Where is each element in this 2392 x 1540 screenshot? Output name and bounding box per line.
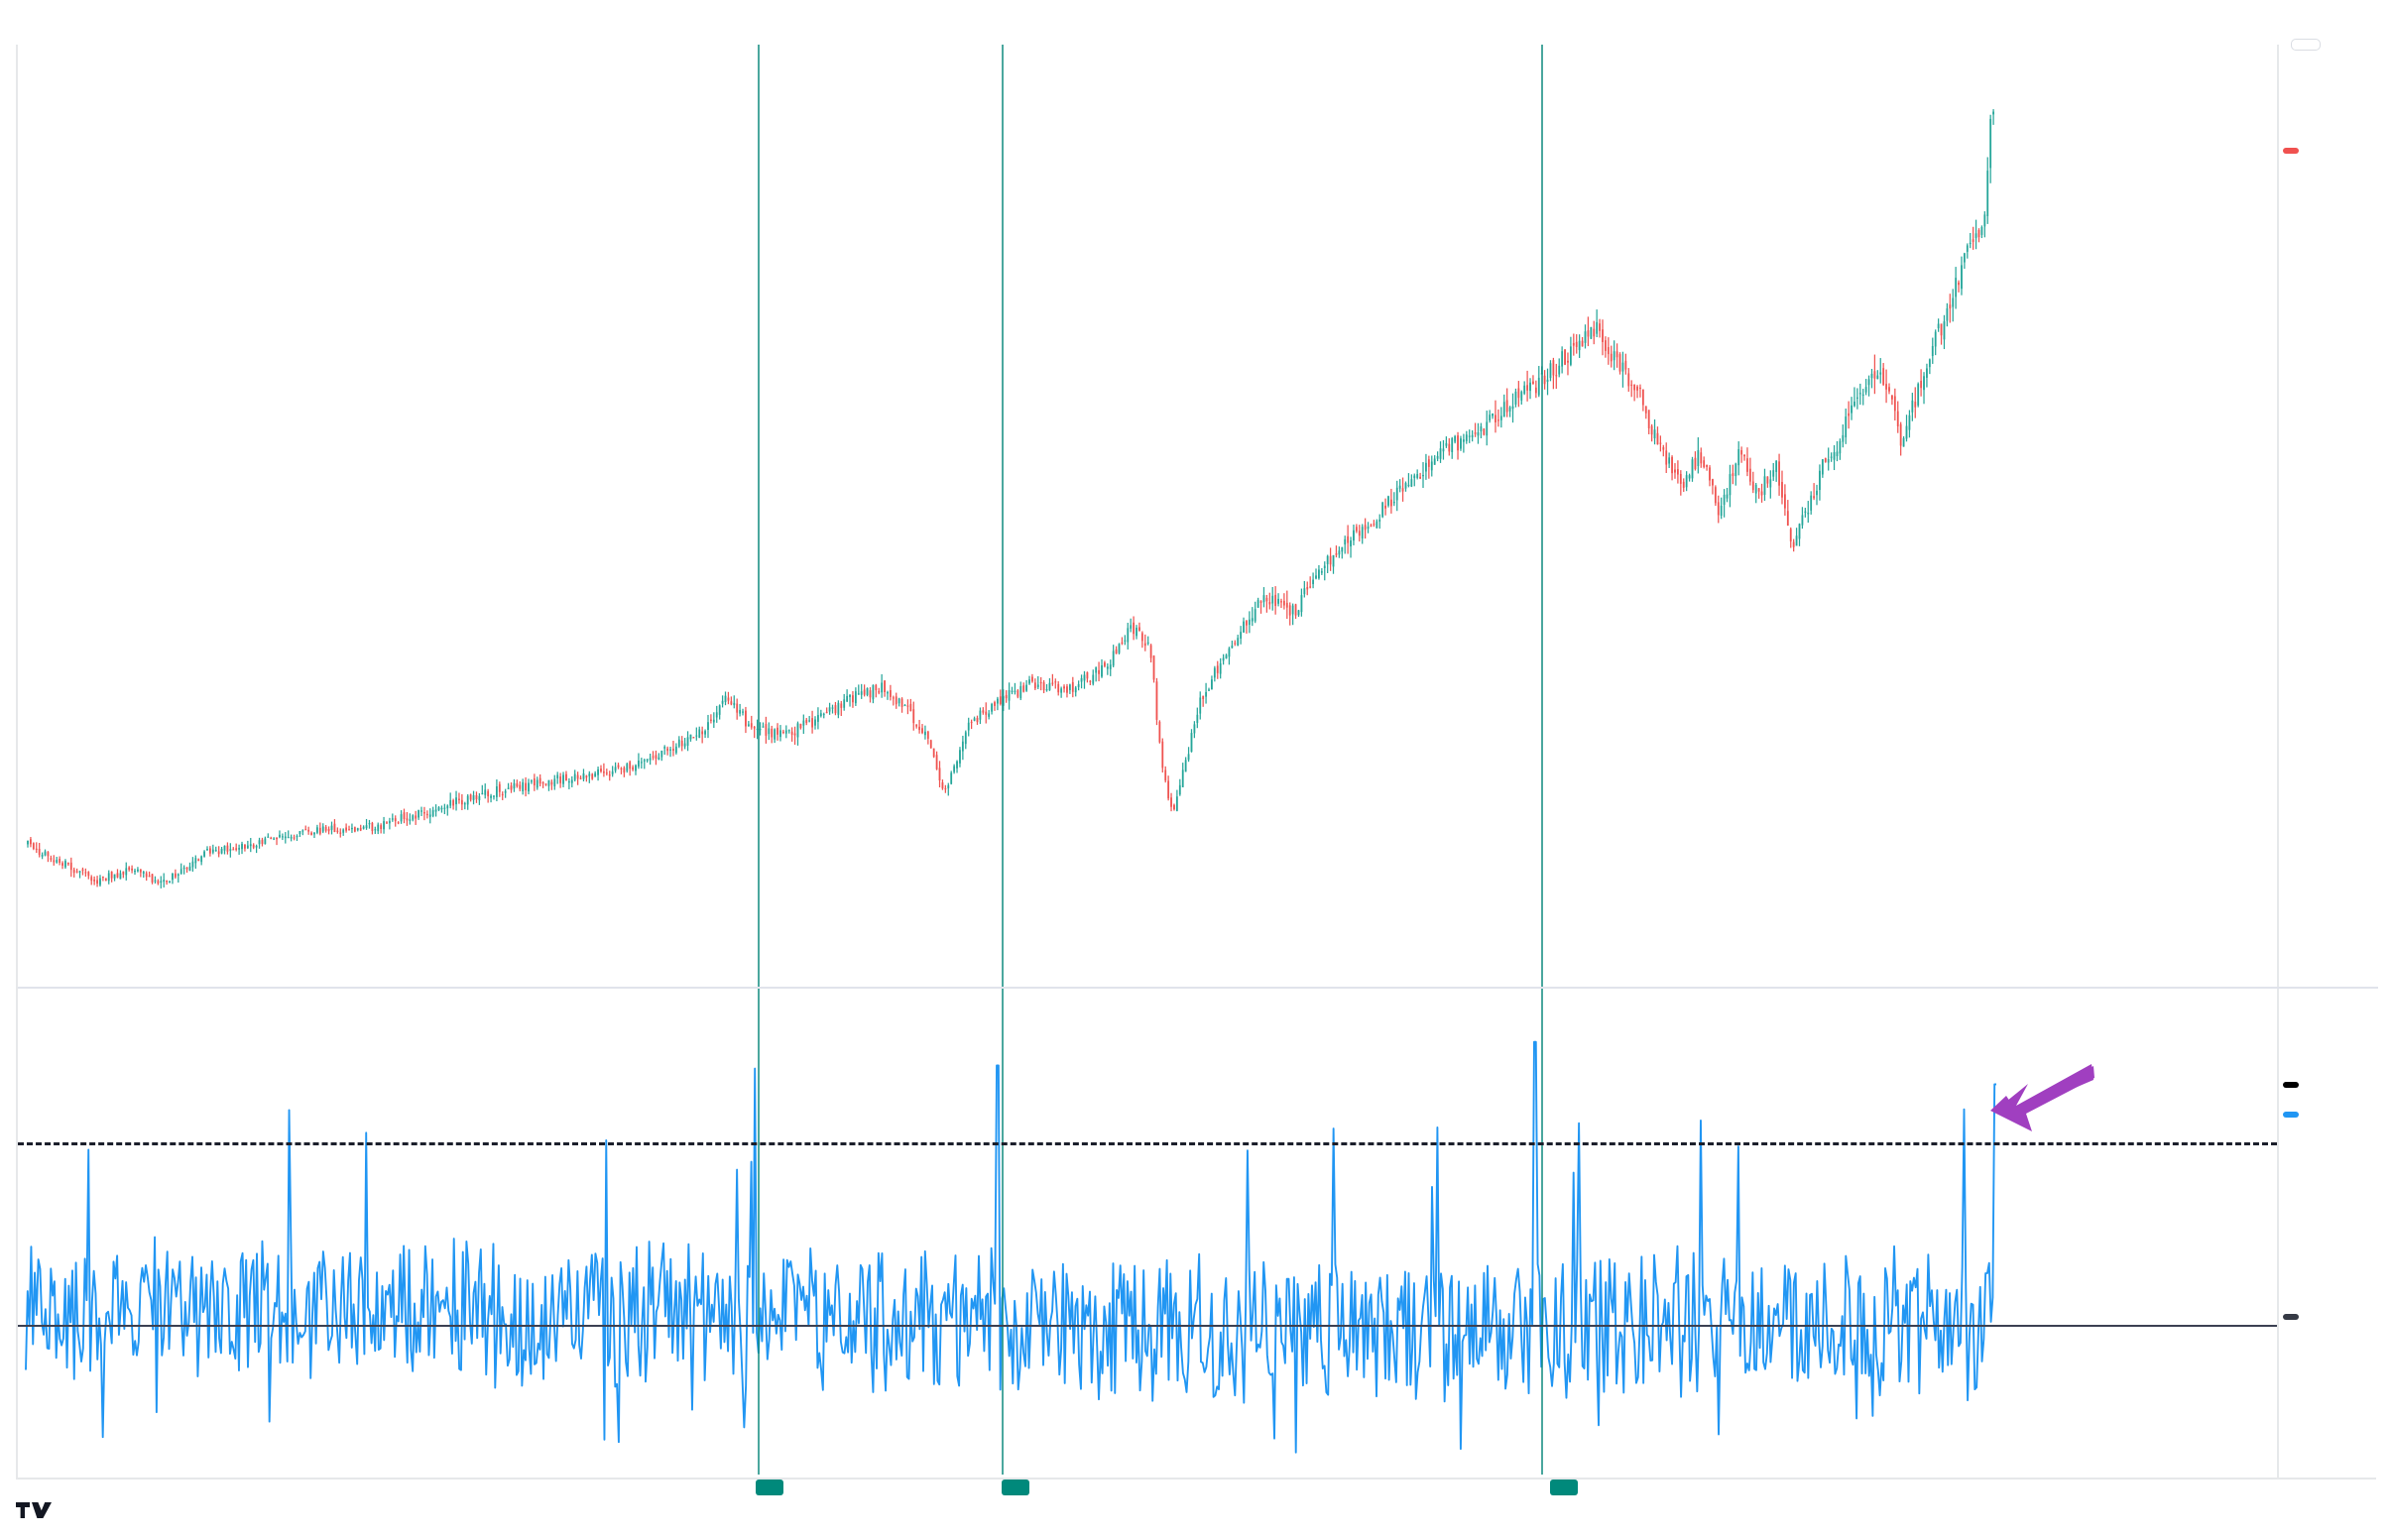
level-badge-1-7473[interactable] [2283,1082,2299,1088]
price-pane[interactable] [18,45,2277,987]
level-line-1-0000[interactable] [18,1325,2277,1327]
tradingview-logo-icon [16,1502,52,1518]
axis-pane-separator [2277,987,2378,989]
vline-marker-ind-3 [1541,989,1543,1475]
put-call-ratio-plot [25,1040,1996,1454]
price-candlestick-plot [27,109,1994,888]
last-price-badge[interactable] [2283,148,2299,154]
vline-marker-ind-1 [758,989,760,1475]
price-legend[interactable] [38,59,107,81]
vline-marker-1 [758,45,760,987]
level-badge-1-0000[interactable] [2283,1314,2299,1320]
pane-separator[interactable] [18,987,2277,989]
level-line-1-7473[interactable] [18,1142,2277,1145]
vline-marker-ind-2 [1002,989,1004,1475]
time-axis[interactable] [16,1478,2376,1519]
vline-marker-3 [1541,45,1543,987]
purple-arrow-icon[interactable] [1976,1058,2095,1137]
indicator-legend[interactable] [38,999,58,1021]
time-marker-27-dec-22[interactable] [1550,1480,1578,1495]
indicator-pane[interactable] [18,989,2277,1475]
vline-marker-2 [1002,45,1004,987]
chart-frame [16,39,2378,1478]
tradingview-footer[interactable] [16,1499,61,1521]
time-marker-11-mar-20[interactable] [1002,1480,1029,1495]
price-axis-column[interactable] [2277,39,2378,1478]
time-marker-18-dec-18[interactable] [756,1480,783,1495]
level-badge-1-7449[interactable] [2283,1112,2299,1118]
currency-badge[interactable] [2291,39,2321,51]
